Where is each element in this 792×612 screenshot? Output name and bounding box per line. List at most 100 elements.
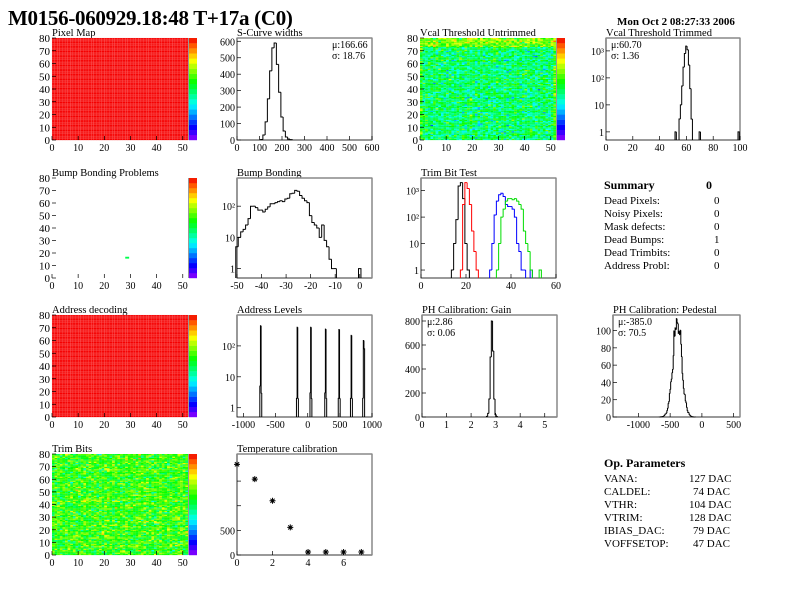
- heatmap-cell: [425, 120, 428, 123]
- heatmap-cell: [85, 37, 89, 40]
- heatmap-cell: [427, 62, 431, 64]
- heatmap-cell: [435, 46, 439, 49]
- heatmap-cell: [427, 45, 431, 48]
- heatmap-cell: [438, 62, 442, 64]
- heatmap-cell: [433, 60, 436, 63]
- heatmap-cell: [433, 110, 436, 113]
- heatmap-cell: [435, 123, 439, 125]
- heatmap-cell: [57, 37, 61, 40]
- heatmap-cell: [430, 40, 434, 42]
- heatmap-cell: [430, 136, 434, 138]
- heatmap-cell: [427, 82, 431, 85]
- heatmap-cell: [425, 58, 428, 60]
- heatmap-cell: [420, 60, 423, 63]
- heatmap-cell: [435, 114, 439, 116]
- heatmap-cell: [427, 55, 431, 58]
- heatmap-cell: [148, 37, 152, 40]
- heatmap-cell: [420, 69, 423, 72]
- heatmap-cell: [430, 66, 434, 68]
- heatmap-cell: [433, 137, 436, 139]
- heatmap-cell: [427, 109, 431, 111]
- heatmap-cell: [430, 103, 434, 105]
- heatmap-cell: [433, 39, 436, 41]
- color-scale-bin: [189, 38, 197, 44]
- heatmap-cell: [425, 69, 428, 72]
- heatmap-cell: [422, 57, 426, 59]
- heatmap-cell: [433, 131, 436, 133]
- heatmap-cell: [180, 37, 183, 40]
- heatmap-cell: [435, 81, 439, 83]
- heatmap-cell: [435, 64, 439, 67]
- heatmap-cell: [438, 138, 442, 141]
- heatmap-cell: [435, 119, 439, 121]
- heatmap-cell: [420, 117, 423, 119]
- heatmap-cell: [427, 119, 431, 121]
- heatmap-cell: [420, 133, 423, 136]
- heatmap-cell: [169, 37, 173, 40]
- heatmap-cell: [430, 74, 434, 77]
- y-tick-label: 500: [220, 54, 235, 65]
- heatmap-cell: [422, 137, 426, 139]
- heatmap-cell: [425, 115, 428, 118]
- heatmap-cell: [427, 124, 431, 127]
- heatmap-cell: [427, 48, 431, 50]
- heatmap-cell: [435, 43, 439, 45]
- heatmap-cell: [440, 62, 444, 64]
- heatmap-cell: [440, 96, 444, 99]
- heatmap-cell: [435, 77, 439, 79]
- heatmap-cell: [427, 44, 431, 46]
- heatmap-cell: [427, 54, 431, 56]
- heatmap-cell: [427, 120, 431, 123]
- heatmap-cell: [430, 81, 434, 83]
- heatmap-cell: [420, 71, 423, 73]
- heatmap-cell: [420, 45, 423, 48]
- heatmap-cell: [427, 97, 431, 100]
- heatmap-cell: [425, 87, 428, 90]
- heatmap-cell: [438, 99, 442, 101]
- heatmap-cell: [127, 37, 131, 40]
- heatmap-cell: [433, 128, 436, 130]
- heatmap-cell: [420, 77, 423, 79]
- color-scale: [188, 38, 197, 141]
- heatmap-cell: [425, 57, 428, 59]
- heatmap-cell: [425, 74, 428, 77]
- heatmap-cell: [430, 73, 434, 76]
- heatmap-cell: [435, 89, 439, 91]
- heatmap-cell: [430, 63, 434, 65]
- heatmap-cell: [438, 108, 442, 110]
- heatmap-cell: [420, 94, 423, 96]
- heatmap-cell: [425, 132, 428, 134]
- heatmap-cell: [433, 117, 436, 119]
- heatmap-cell: [438, 97, 442, 100]
- heatmap-cell: [435, 133, 439, 136]
- histogram-bin: [262, 134, 266, 140]
- heatmap-cell: [440, 89, 444, 91]
- heatmap-cell: [80, 37, 84, 40]
- heatmap-cell: [440, 74, 444, 77]
- heatmap-cell: [435, 40, 439, 42]
- heatmap-cell: [438, 105, 442, 107]
- heatmap-cell: [430, 108, 434, 110]
- heatmap-cell: [425, 60, 428, 63]
- heatmap-cell: [430, 43, 434, 45]
- heatmap-cell: [435, 104, 439, 106]
- heatmap-cell: [433, 48, 436, 50]
- heatmap-cell: [433, 85, 436, 87]
- heatmap-cell: [435, 117, 439, 119]
- heatmap-cell: [433, 109, 436, 111]
- heatmap-cell: [420, 106, 423, 109]
- heatmap-cell: [435, 74, 439, 77]
- heatmap-cell: [101, 37, 105, 40]
- heatmap-cell: [435, 95, 439, 97]
- heatmap-cell: [435, 62, 439, 64]
- heatmap-cell: [435, 137, 439, 139]
- heatmap-cell: [433, 78, 436, 81]
- heatmap-cell: [430, 125, 434, 128]
- heatmap-cell: [427, 66, 431, 68]
- heatmap-cell: [440, 69, 444, 72]
- heatmap-cell: [427, 57, 431, 59]
- heatmap-cell: [420, 92, 423, 95]
- heatmap-cell: [438, 92, 442, 95]
- heatmap-cell: [430, 87, 434, 90]
